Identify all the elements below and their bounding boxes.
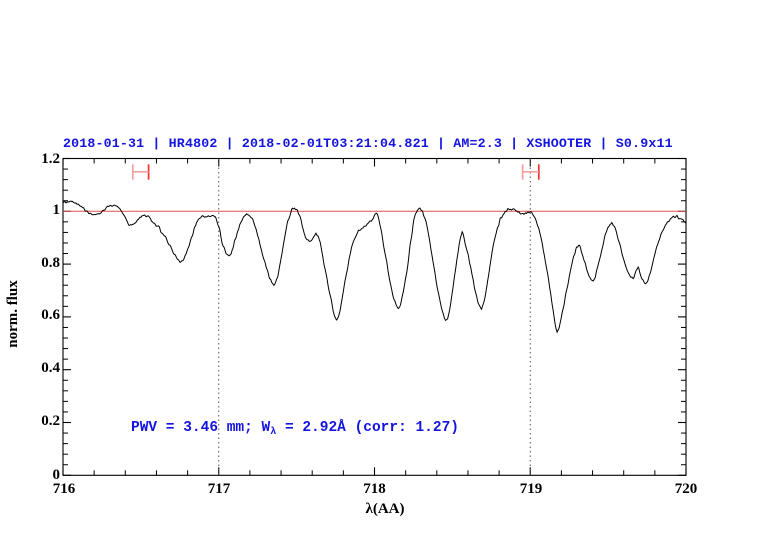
svg-text:1.2: 1.2 xyxy=(41,151,60,167)
svg-text:norm. flux: norm. flux xyxy=(5,280,21,348)
svg-text:719: 719 xyxy=(520,481,543,497)
svg-text:λ(AA): λ(AA) xyxy=(365,501,404,517)
svg-text:718: 718 xyxy=(363,481,386,497)
svg-text:0.8: 0.8 xyxy=(41,255,60,271)
svg-text:0.4: 0.4 xyxy=(41,360,60,376)
svg-text:1: 1 xyxy=(53,202,61,218)
svg-text:0.2: 0.2 xyxy=(41,413,60,429)
svg-text:2018-01-31 | HR4802 | 2018-02-: 2018-01-31 | HR4802 | 2018-02-01T03:21:0… xyxy=(63,136,673,151)
svg-text:720: 720 xyxy=(675,481,698,497)
svg-text:716: 716 xyxy=(53,481,76,497)
svg-text:0.6: 0.6 xyxy=(41,307,60,323)
svg-text:PWV = 3.46 mm; Wλ = 2.92Å (cor: PWV = 3.46 mm; Wλ = 2.92Å (corr: 1.27) xyxy=(131,419,459,438)
svg-text:717: 717 xyxy=(208,481,231,497)
